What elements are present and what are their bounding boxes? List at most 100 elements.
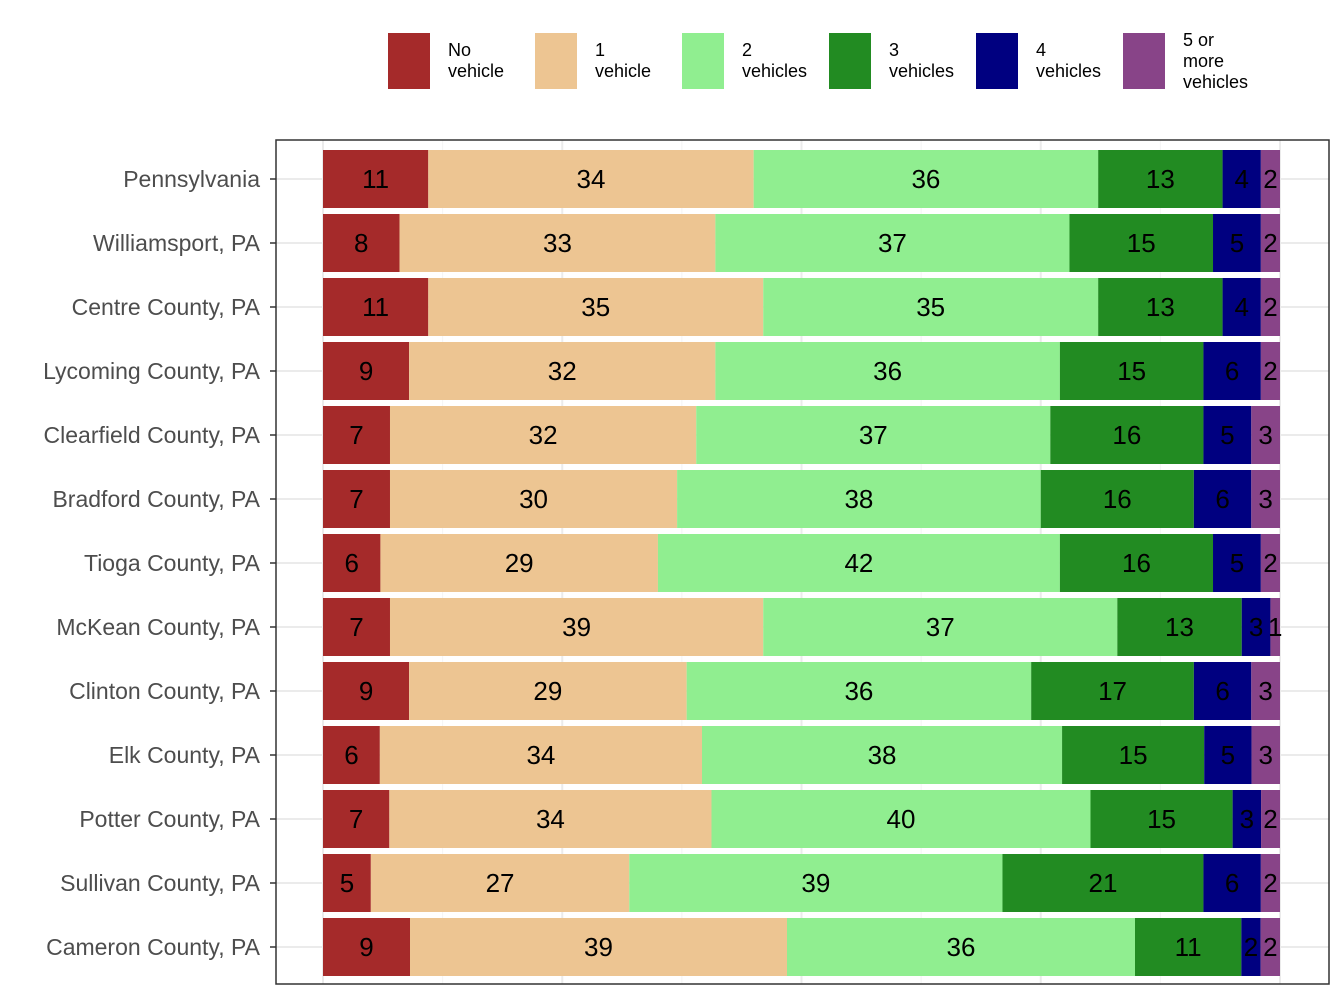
bar-segment [1251, 406, 1280, 464]
bar-segment [323, 598, 390, 656]
legend-swatch [1123, 33, 1165, 89]
legend-swatch [682, 33, 724, 89]
bar-segment [389, 790, 712, 848]
data-label: 34 [526, 740, 555, 770]
data-label: 5 [1230, 548, 1244, 578]
legend-swatch [388, 33, 430, 89]
legend-label: 4 vehicles [1036, 40, 1102, 81]
data-label: 2 [1263, 292, 1277, 322]
bar-segment [323, 790, 390, 848]
bar-segment [1002, 854, 1204, 912]
bar-segment [323, 662, 410, 720]
bar-segment [389, 406, 697, 464]
bar-segment [1203, 342, 1261, 400]
data-label: 2 [1263, 932, 1277, 962]
data-label: 11 [1175, 932, 1202, 962]
bar-segment [1193, 470, 1252, 528]
bar-segment [1260, 342, 1280, 400]
data-label: 13 [1146, 292, 1175, 322]
data-label: 15 [1147, 804, 1176, 834]
bar-segment [1059, 342, 1204, 400]
data-label: 37 [926, 612, 955, 642]
data-label: 3 [1240, 804, 1254, 834]
bar-segment [428, 278, 764, 336]
data-label: 4 [1234, 292, 1248, 322]
bar-segment [1213, 534, 1261, 592]
data-label: 3 [1258, 676, 1272, 706]
bar-segment [379, 726, 703, 784]
y-axis-tick-label: Pennsylvania [123, 166, 260, 192]
bar-segment [380, 534, 658, 592]
data-label: 2 [1263, 548, 1277, 578]
data-label: 27 [486, 868, 515, 898]
bar-segment [389, 598, 764, 656]
data-label: 11 [362, 164, 389, 194]
data-label: 6 [1225, 868, 1239, 898]
data-label: 37 [859, 420, 888, 450]
data-label: 37 [878, 228, 907, 258]
bar-segment [715, 342, 1060, 400]
bar-segment [323, 854, 371, 912]
bar-segment [323, 470, 390, 528]
bar-segment [323, 918, 410, 976]
y-axis-tick-label: Bradford County, PA [52, 486, 260, 512]
data-label: 9 [359, 356, 373, 386]
bar-segment [428, 150, 754, 208]
data-label: 2 [1263, 228, 1277, 258]
y-axis-tick-label: Centre County, PA [72, 294, 261, 320]
bar-segment [323, 214, 400, 272]
bar-segment [1222, 278, 1261, 336]
bar-segment [1222, 150, 1261, 208]
data-label: 2 [1244, 932, 1258, 962]
y-axis-tick-label: Clinton County, PA [69, 678, 261, 704]
bar-segment [323, 406, 390, 464]
bar-segment [1260, 918, 1280, 976]
bar-segment [1204, 726, 1252, 784]
bar-segment [1098, 278, 1223, 336]
data-label: 16 [1112, 420, 1141, 450]
data-label: 17 [1098, 676, 1127, 706]
bar-segment [1193, 662, 1252, 720]
legend: No vehicle 1 vehicle 2 vehicles 3 vehicles 4… [388, 29, 1338, 95]
data-label: 38 [844, 484, 873, 514]
bar-segment [715, 214, 1070, 272]
data-label: 9 [359, 932, 373, 962]
data-label: 34 [536, 804, 565, 834]
bar-segment [1059, 534, 1214, 592]
data-label: 2 [1263, 164, 1277, 194]
bar-segment [323, 342, 410, 400]
data-label: 15 [1119, 740, 1148, 770]
data-label: 36 [947, 932, 976, 962]
data-label: 13 [1146, 164, 1175, 194]
data-label: 39 [801, 868, 830, 898]
data-label: 7 [349, 484, 363, 514]
bar-segment [1241, 918, 1261, 976]
bar-segment [1135, 918, 1242, 976]
data-label: 30 [519, 484, 548, 514]
bar-segment [323, 150, 429, 208]
data-label: 3 [1249, 612, 1263, 642]
data-label: 42 [844, 548, 873, 578]
bar-segment [1260, 278, 1280, 336]
bar-segment [1241, 598, 1271, 656]
bar-segment [686, 662, 1032, 720]
data-label: 21 [1088, 868, 1117, 898]
bar-segment [1117, 598, 1242, 656]
bar-segment [1213, 214, 1261, 272]
data-label: 35 [581, 292, 610, 322]
data-label: 13 [1165, 612, 1194, 642]
bar-segment [677, 470, 1041, 528]
bar-segment [711, 790, 1091, 848]
data-label: 5 [1230, 228, 1244, 258]
data-label: 38 [868, 740, 897, 770]
bar-segment [696, 406, 1051, 464]
data-label: 16 [1103, 484, 1132, 514]
data-label: 29 [505, 548, 534, 578]
bar-segment [1098, 150, 1223, 208]
bar-segment [1203, 406, 1252, 464]
data-label: 35 [916, 292, 945, 322]
bar-segment [1040, 470, 1194, 528]
bar-segment [763, 598, 1118, 656]
bar-segment [389, 470, 678, 528]
legend-label: 5 or more vehicles [1183, 29, 1249, 92]
